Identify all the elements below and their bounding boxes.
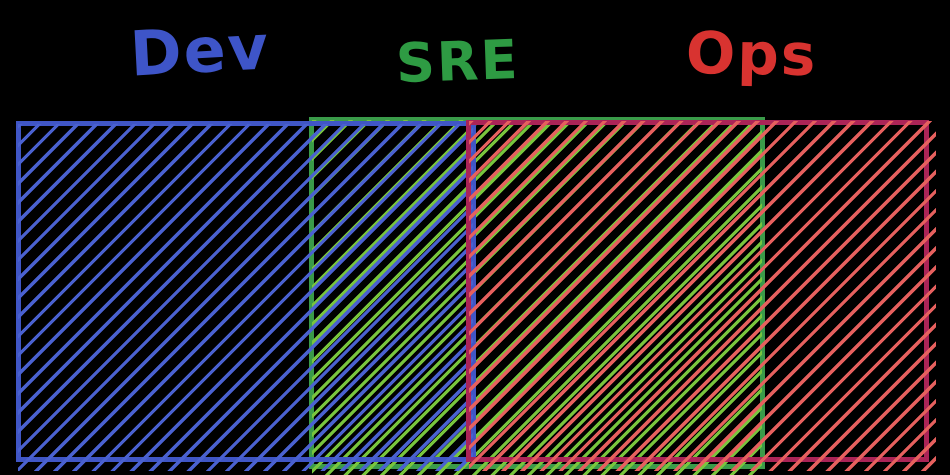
dev-label: Dev bbox=[128, 10, 272, 91]
dev-rectangle bbox=[16, 121, 476, 471]
ops-hatch-pattern bbox=[469, 121, 936, 471]
ops-label: Ops bbox=[685, 18, 818, 90]
dev-hatch-pattern bbox=[18, 124, 473, 471]
ops-rectangle bbox=[466, 120, 936, 471]
sre-label: SRE bbox=[394, 27, 521, 96]
